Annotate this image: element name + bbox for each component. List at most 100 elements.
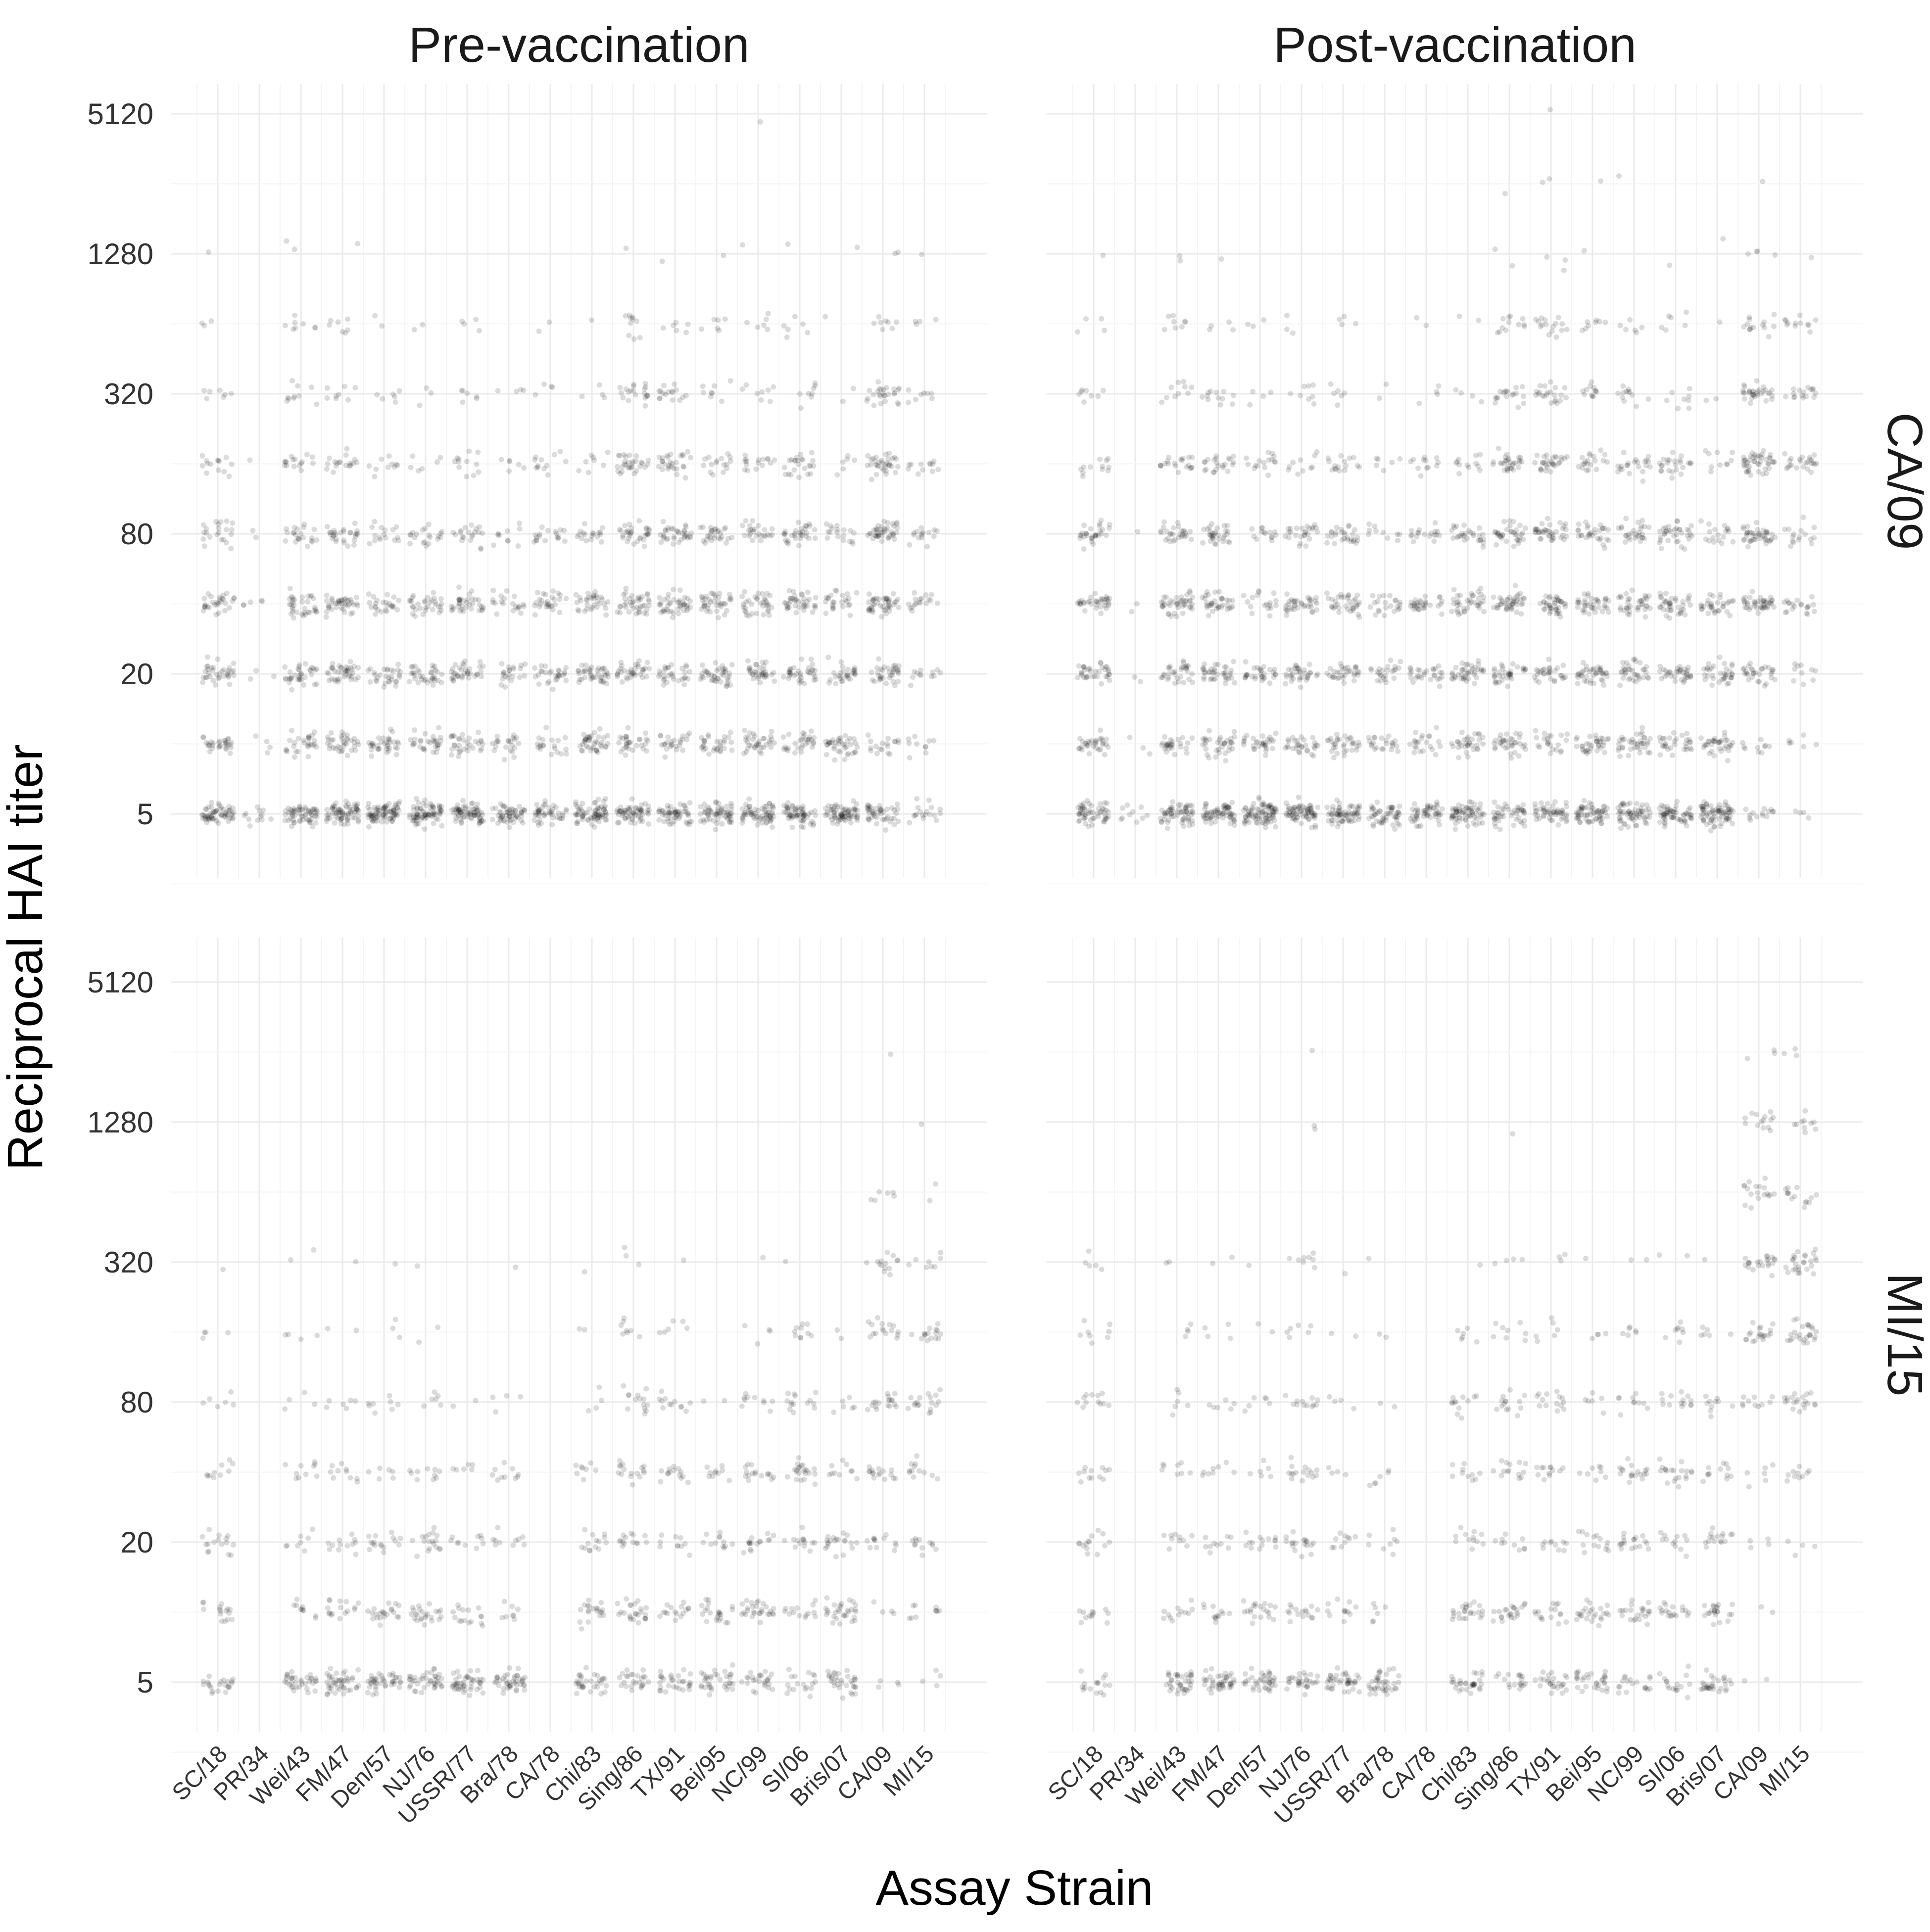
data-point xyxy=(503,745,509,750)
data-point xyxy=(796,543,802,548)
data-point xyxy=(585,745,591,750)
data-point xyxy=(517,674,523,680)
data-point xyxy=(1223,758,1228,763)
data-point xyxy=(698,804,703,809)
data-point xyxy=(926,738,932,744)
data-point xyxy=(1417,749,1423,754)
data-point xyxy=(284,398,290,404)
data-point xyxy=(597,601,603,607)
data-point xyxy=(657,809,662,814)
data-point xyxy=(701,463,706,468)
data-point xyxy=(201,596,207,601)
data-point xyxy=(656,817,662,823)
data-point xyxy=(628,465,634,471)
data-point xyxy=(1140,745,1146,751)
data-point xyxy=(603,809,608,815)
data-point xyxy=(229,462,235,467)
data-point xyxy=(843,733,848,739)
data-point xyxy=(668,460,673,465)
data-point xyxy=(824,521,829,527)
data-point xyxy=(841,807,846,813)
data-point xyxy=(830,600,836,605)
data-point xyxy=(1545,810,1550,816)
data-point xyxy=(792,741,798,746)
data-point xyxy=(918,462,924,467)
data-point xyxy=(868,748,873,754)
data-point xyxy=(626,725,631,731)
data-point xyxy=(883,681,889,686)
data-point xyxy=(876,314,881,320)
data-point xyxy=(219,804,224,810)
data-point xyxy=(456,584,462,590)
data-point xyxy=(895,464,901,470)
data-point xyxy=(531,539,537,545)
data-point xyxy=(1465,734,1471,740)
data-point xyxy=(851,798,856,803)
data-point xyxy=(368,679,373,685)
data-point xyxy=(292,457,298,462)
data-point xyxy=(213,519,219,524)
data-point xyxy=(1500,814,1506,819)
data-point xyxy=(1256,797,1262,802)
data-point xyxy=(1273,731,1279,736)
data-point xyxy=(791,467,797,472)
data-point xyxy=(352,385,358,390)
data-point xyxy=(645,462,650,467)
data-point xyxy=(865,807,870,813)
data-point xyxy=(849,671,855,676)
data-point xyxy=(507,807,512,813)
data-point xyxy=(389,818,395,824)
data-point xyxy=(796,519,801,525)
data-point xyxy=(1464,750,1469,755)
data-point xyxy=(1270,746,1275,751)
data-point xyxy=(917,600,923,606)
data-point xyxy=(1098,728,1103,733)
data-point xyxy=(1552,808,1557,814)
data-point xyxy=(832,810,837,815)
data-point xyxy=(708,591,714,596)
data-point xyxy=(1075,805,1081,810)
data-point xyxy=(348,659,353,664)
data-point xyxy=(372,313,378,319)
data-point xyxy=(1668,811,1673,816)
data-point xyxy=(931,527,937,533)
data-point xyxy=(921,390,927,396)
data-point xyxy=(518,666,523,671)
data-point xyxy=(916,805,921,810)
data-point xyxy=(312,325,318,330)
data-point xyxy=(706,804,711,810)
data-point xyxy=(539,663,544,668)
data-point xyxy=(1263,753,1268,758)
data-point xyxy=(439,529,445,534)
data-point xyxy=(325,461,331,467)
data-point xyxy=(1102,800,1108,805)
data-point xyxy=(289,687,294,693)
data-point xyxy=(1630,810,1635,815)
data-point xyxy=(698,811,703,817)
data-point xyxy=(866,817,871,822)
data-point xyxy=(284,238,289,244)
data-point xyxy=(312,605,318,610)
data-point xyxy=(1351,812,1357,818)
data-point xyxy=(288,669,293,675)
data-point xyxy=(895,249,901,255)
data-point xyxy=(742,453,748,458)
data-point xyxy=(327,456,332,461)
data-point xyxy=(591,602,597,608)
data-point xyxy=(204,530,209,536)
data-point xyxy=(374,467,379,472)
data-point xyxy=(335,677,340,682)
data-point xyxy=(295,736,301,742)
data-point xyxy=(336,319,341,325)
data-point xyxy=(385,592,390,597)
data-point xyxy=(767,801,772,806)
data-point xyxy=(1377,819,1382,825)
data-point xyxy=(878,401,883,406)
data-point xyxy=(298,468,304,473)
data-point xyxy=(205,663,210,669)
data-point xyxy=(640,819,645,824)
data-point xyxy=(1100,738,1105,743)
data-point xyxy=(923,744,928,750)
data-point xyxy=(789,825,795,830)
data-point xyxy=(708,599,713,605)
